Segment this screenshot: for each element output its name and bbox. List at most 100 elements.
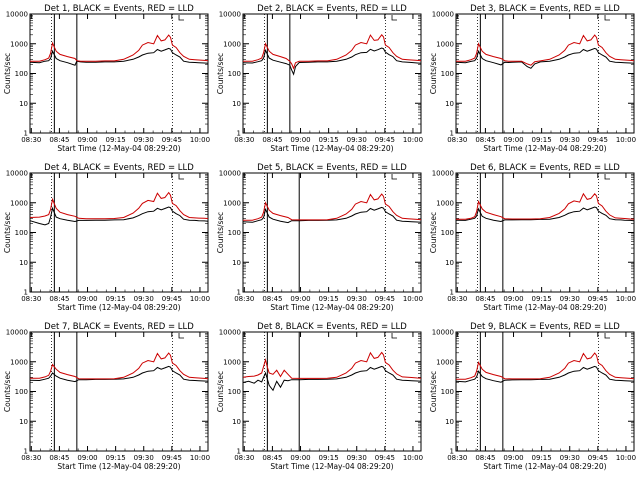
y-axis-label: Counts/sec: [429, 212, 438, 253]
x-tick-label: 09:00: [503, 454, 523, 462]
y-tick-label: 10: [232, 259, 241, 267]
x-tick-label: 09:30: [347, 295, 367, 303]
y-tick-label: 100: [15, 229, 28, 237]
x-tick-label: 09:45: [162, 136, 182, 144]
y-tick-label: 1000: [436, 358, 454, 366]
y-tick-label: 100: [441, 70, 454, 78]
x-tick-label: 09:45: [588, 295, 608, 303]
y-axis-label: Counts/sec: [429, 53, 438, 94]
plot-frame: [242, 13, 422, 134]
detector-panel-3: Det 3, BLACK = Events, RED = LLD 1 10 100 10…: [429, 4, 636, 153]
y-tick-label: 1: [450, 448, 454, 456]
x-tick-label: 09:45: [375, 295, 395, 303]
plot-frame: [29, 331, 209, 452]
x-tick-label: 10:00: [616, 136, 636, 144]
y-tick-label: 10: [445, 100, 454, 108]
x-axis-label: Start Time (12-May-04 08:29:20): [270, 303, 393, 312]
y-axis-label: Counts/sec: [216, 212, 225, 253]
y-tick-label: 1000: [436, 199, 454, 207]
x-tick-label: 08:30: [234, 295, 254, 303]
y-tick-label: 1000: [223, 40, 241, 48]
y-axis-label: Counts/sec: [216, 371, 225, 412]
y-tick-label: 1: [24, 289, 28, 297]
x-tick-label: 10:00: [403, 454, 423, 462]
x-tick-label: 08:30: [21, 454, 41, 462]
y-tick-label: 100: [228, 388, 241, 396]
detector-panel-4: Det 4, BLACK = Events, RED = LLD 1 10 100 10…: [3, 163, 210, 312]
x-tick-label: 10:00: [616, 295, 636, 303]
y-axis-label: Counts/sec: [429, 371, 438, 412]
x-tick-label: 10:00: [190, 295, 210, 303]
y-tick-label: 100: [441, 229, 454, 237]
plot-frame: [455, 331, 635, 452]
x-axis-label: Start Time (12-May-04 08:29:20): [57, 303, 180, 312]
x-tick-label: 09:30: [560, 295, 580, 303]
x-tick-label: 08:45: [49, 136, 69, 144]
x-tick-label: 09:30: [560, 136, 580, 144]
x-axis-label: Start Time (12-May-04 08:29:20): [483, 303, 606, 312]
x-tick-label: 09:00: [290, 136, 310, 144]
panel-title: Det 3, BLACK = Events, RED = LLD: [470, 4, 620, 14]
y-tick-label: 1: [237, 448, 241, 456]
x-tick-label: 09:30: [134, 295, 154, 303]
y-tick-label: 10: [445, 418, 454, 426]
panel-title: Det 1, BLACK = Events, RED = LLD: [44, 4, 194, 14]
marker-bracket: [604, 15, 611, 21]
x-axis-label: Start Time (12-May-04 08:29:20): [57, 462, 180, 471]
panel-title: Det 6, BLACK = Events, RED = LLD: [470, 163, 620, 173]
detector-panel-9: Det 9, BLACK = Events, RED = LLD 1 10 100 10…: [429, 322, 636, 471]
y-axis-label: Counts/sec: [3, 53, 12, 94]
y-tick-label: 1000: [436, 40, 454, 48]
x-tick-label: 10:00: [190, 454, 210, 462]
y-tick-label: 10: [19, 100, 28, 108]
detector-panel-6: Det 6, BLACK = Events, RED = LLD 1 10 100 10…: [429, 163, 636, 312]
x-tick-label: 08:30: [447, 454, 467, 462]
y-tick-label: 10000: [432, 170, 454, 178]
y-tick-label: 10000: [219, 170, 241, 178]
x-tick-label: 09:15: [532, 454, 552, 462]
marker-bracket: [604, 174, 611, 180]
lld-series-line: [243, 33, 422, 70]
x-tick-label: 09:00: [290, 295, 310, 303]
x-tick-label: 10:00: [403, 136, 423, 144]
y-tick-label: 10000: [6, 11, 28, 19]
x-tick-label: 09:15: [319, 295, 339, 303]
events-series-line: [455, 206, 635, 223]
x-tick-label: 09:30: [347, 454, 367, 462]
y-tick-label: 1: [24, 130, 28, 138]
events-series-line: [29, 365, 209, 383]
x-tick-label: 08:30: [447, 295, 467, 303]
panel-title: Det 2, BLACK = Events, RED = LLD: [257, 4, 407, 14]
x-tick-label: 09:45: [375, 454, 395, 462]
x-tick-label: 09:15: [319, 454, 339, 462]
marker-bracket: [391, 15, 398, 21]
marker-bracket: [178, 15, 185, 21]
lld-series-line: [456, 34, 635, 66]
x-tick-label: 08:45: [262, 454, 282, 462]
x-tick-label: 08:30: [21, 136, 41, 144]
y-tick-label: 10: [232, 418, 241, 426]
x-tick-label: 09:00: [290, 454, 310, 462]
y-tick-label: 10: [445, 259, 454, 267]
x-tick-label: 10:00: [616, 454, 636, 462]
y-axis-label: Counts/sec: [216, 53, 225, 94]
x-axis-label: Start Time (12-May-04 08:29:20): [57, 144, 180, 153]
y-tick-label: 100: [228, 229, 241, 237]
detector-panel-5: Det 5, BLACK = Events, RED = LLD 1 10 100 10…: [216, 163, 423, 312]
plot-frame: [242, 172, 422, 293]
x-tick-label: 08:30: [447, 136, 467, 144]
y-tick-label: 10000: [219, 329, 241, 337]
events-series-line: [242, 47, 422, 76]
x-tick-label: 09:45: [588, 136, 608, 144]
events-series-line: [455, 47, 635, 69]
x-tick-label: 09:30: [134, 136, 154, 144]
x-axis-label: Start Time (12-May-04 08:29:20): [270, 462, 393, 471]
x-tick-label: 09:45: [375, 136, 395, 144]
x-tick-label: 08:45: [475, 454, 495, 462]
x-tick-label: 08:30: [234, 454, 254, 462]
events-series-line: [29, 47, 209, 66]
lld-series-line: [456, 192, 635, 220]
panel-title: Det 7, BLACK = Events, RED = LLD: [44, 322, 194, 332]
plot-frame: [455, 13, 635, 134]
